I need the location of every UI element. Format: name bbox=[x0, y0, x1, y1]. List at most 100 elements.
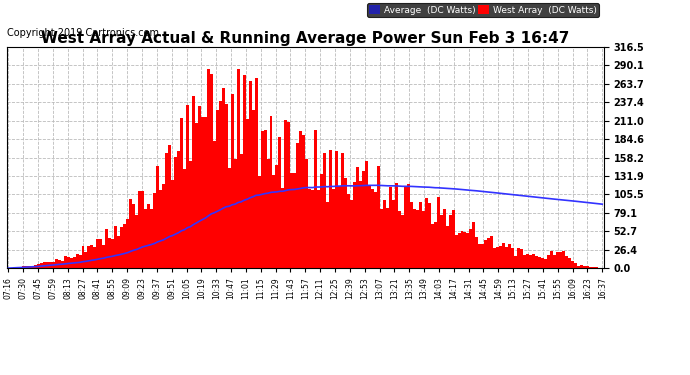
Bar bbox=[484, 240, 487, 268]
Bar bbox=[290, 173, 293, 268]
Bar bbox=[207, 69, 210, 268]
Bar bbox=[279, 138, 282, 268]
Bar bbox=[404, 187, 407, 268]
Bar bbox=[261, 132, 264, 268]
Bar bbox=[72, 258, 75, 268]
Bar bbox=[317, 190, 320, 268]
Bar bbox=[147, 204, 150, 268]
Bar bbox=[177, 152, 180, 268]
Bar bbox=[395, 183, 398, 268]
Bar bbox=[362, 171, 365, 268]
Bar bbox=[580, 265, 583, 268]
Bar bbox=[192, 96, 195, 268]
Bar bbox=[562, 251, 565, 268]
Bar bbox=[344, 178, 347, 268]
Bar bbox=[282, 188, 284, 268]
Bar bbox=[90, 246, 93, 268]
Bar bbox=[493, 248, 496, 268]
Bar bbox=[541, 258, 544, 268]
Bar bbox=[266, 159, 270, 268]
Bar bbox=[380, 209, 383, 268]
Bar bbox=[428, 204, 431, 268]
Bar bbox=[356, 166, 359, 268]
Bar bbox=[509, 244, 511, 268]
Bar bbox=[332, 189, 335, 268]
Bar bbox=[120, 227, 124, 268]
Bar bbox=[156, 166, 159, 268]
Bar bbox=[102, 245, 106, 268]
Bar bbox=[392, 200, 395, 268]
Bar bbox=[407, 184, 410, 268]
Bar bbox=[97, 239, 99, 268]
Bar bbox=[326, 202, 329, 268]
Bar bbox=[13, 267, 16, 268]
Bar bbox=[448, 215, 451, 268]
Bar bbox=[198, 106, 201, 268]
Bar bbox=[49, 262, 52, 268]
Bar bbox=[219, 101, 221, 268]
Bar bbox=[79, 255, 81, 268]
Legend: Average  (DC Watts), West Array  (DC Watts): Average (DC Watts), West Array (DC Watts… bbox=[366, 3, 599, 17]
Bar bbox=[374, 192, 377, 268]
Bar bbox=[246, 118, 248, 268]
Bar bbox=[586, 266, 589, 268]
Bar bbox=[398, 211, 401, 268]
Bar bbox=[526, 254, 529, 268]
Bar bbox=[213, 141, 216, 268]
Bar bbox=[377, 166, 380, 268]
Bar bbox=[425, 198, 428, 268]
Bar bbox=[237, 69, 239, 268]
Bar bbox=[523, 255, 526, 268]
Bar bbox=[284, 120, 288, 268]
Bar bbox=[446, 226, 448, 268]
Bar bbox=[40, 263, 43, 268]
Bar bbox=[264, 130, 266, 268]
Bar bbox=[75, 254, 79, 268]
Bar bbox=[353, 182, 356, 268]
Bar bbox=[22, 266, 25, 268]
Bar bbox=[216, 111, 219, 268]
Bar bbox=[52, 262, 55, 268]
Bar bbox=[464, 232, 466, 268]
Bar bbox=[171, 180, 174, 268]
Bar bbox=[451, 210, 455, 268]
Bar bbox=[195, 123, 198, 268]
Bar bbox=[565, 256, 568, 268]
Bar bbox=[502, 243, 505, 268]
Title: West Array Actual & Running Average Power Sun Feb 3 16:47: West Array Actual & Running Average Powe… bbox=[41, 31, 569, 46]
Bar bbox=[135, 215, 138, 268]
Bar bbox=[422, 211, 425, 268]
Bar bbox=[550, 251, 553, 268]
Bar bbox=[43, 262, 46, 268]
Bar bbox=[88, 246, 90, 268]
Bar bbox=[34, 265, 37, 268]
Bar bbox=[180, 118, 183, 268]
Bar bbox=[500, 246, 502, 268]
Bar bbox=[150, 209, 153, 268]
Bar bbox=[225, 104, 228, 268]
Bar bbox=[273, 176, 275, 268]
Bar bbox=[55, 259, 58, 268]
Bar bbox=[275, 165, 279, 268]
Bar bbox=[577, 266, 580, 268]
Bar bbox=[63, 256, 67, 268]
Bar bbox=[478, 244, 482, 268]
Bar bbox=[288, 122, 290, 268]
Bar bbox=[306, 159, 308, 268]
Bar bbox=[174, 156, 177, 268]
Bar bbox=[252, 110, 255, 268]
Bar bbox=[347, 194, 350, 268]
Bar bbox=[473, 222, 475, 268]
Bar bbox=[431, 224, 433, 268]
Bar bbox=[67, 257, 70, 268]
Bar bbox=[589, 267, 592, 268]
Bar bbox=[335, 151, 338, 268]
Bar bbox=[544, 259, 547, 268]
Bar bbox=[81, 246, 84, 268]
Bar bbox=[111, 238, 115, 268]
Bar bbox=[442, 209, 446, 268]
Bar bbox=[144, 209, 147, 268]
Bar bbox=[31, 266, 34, 268]
Bar bbox=[532, 254, 535, 268]
Bar bbox=[538, 257, 541, 268]
